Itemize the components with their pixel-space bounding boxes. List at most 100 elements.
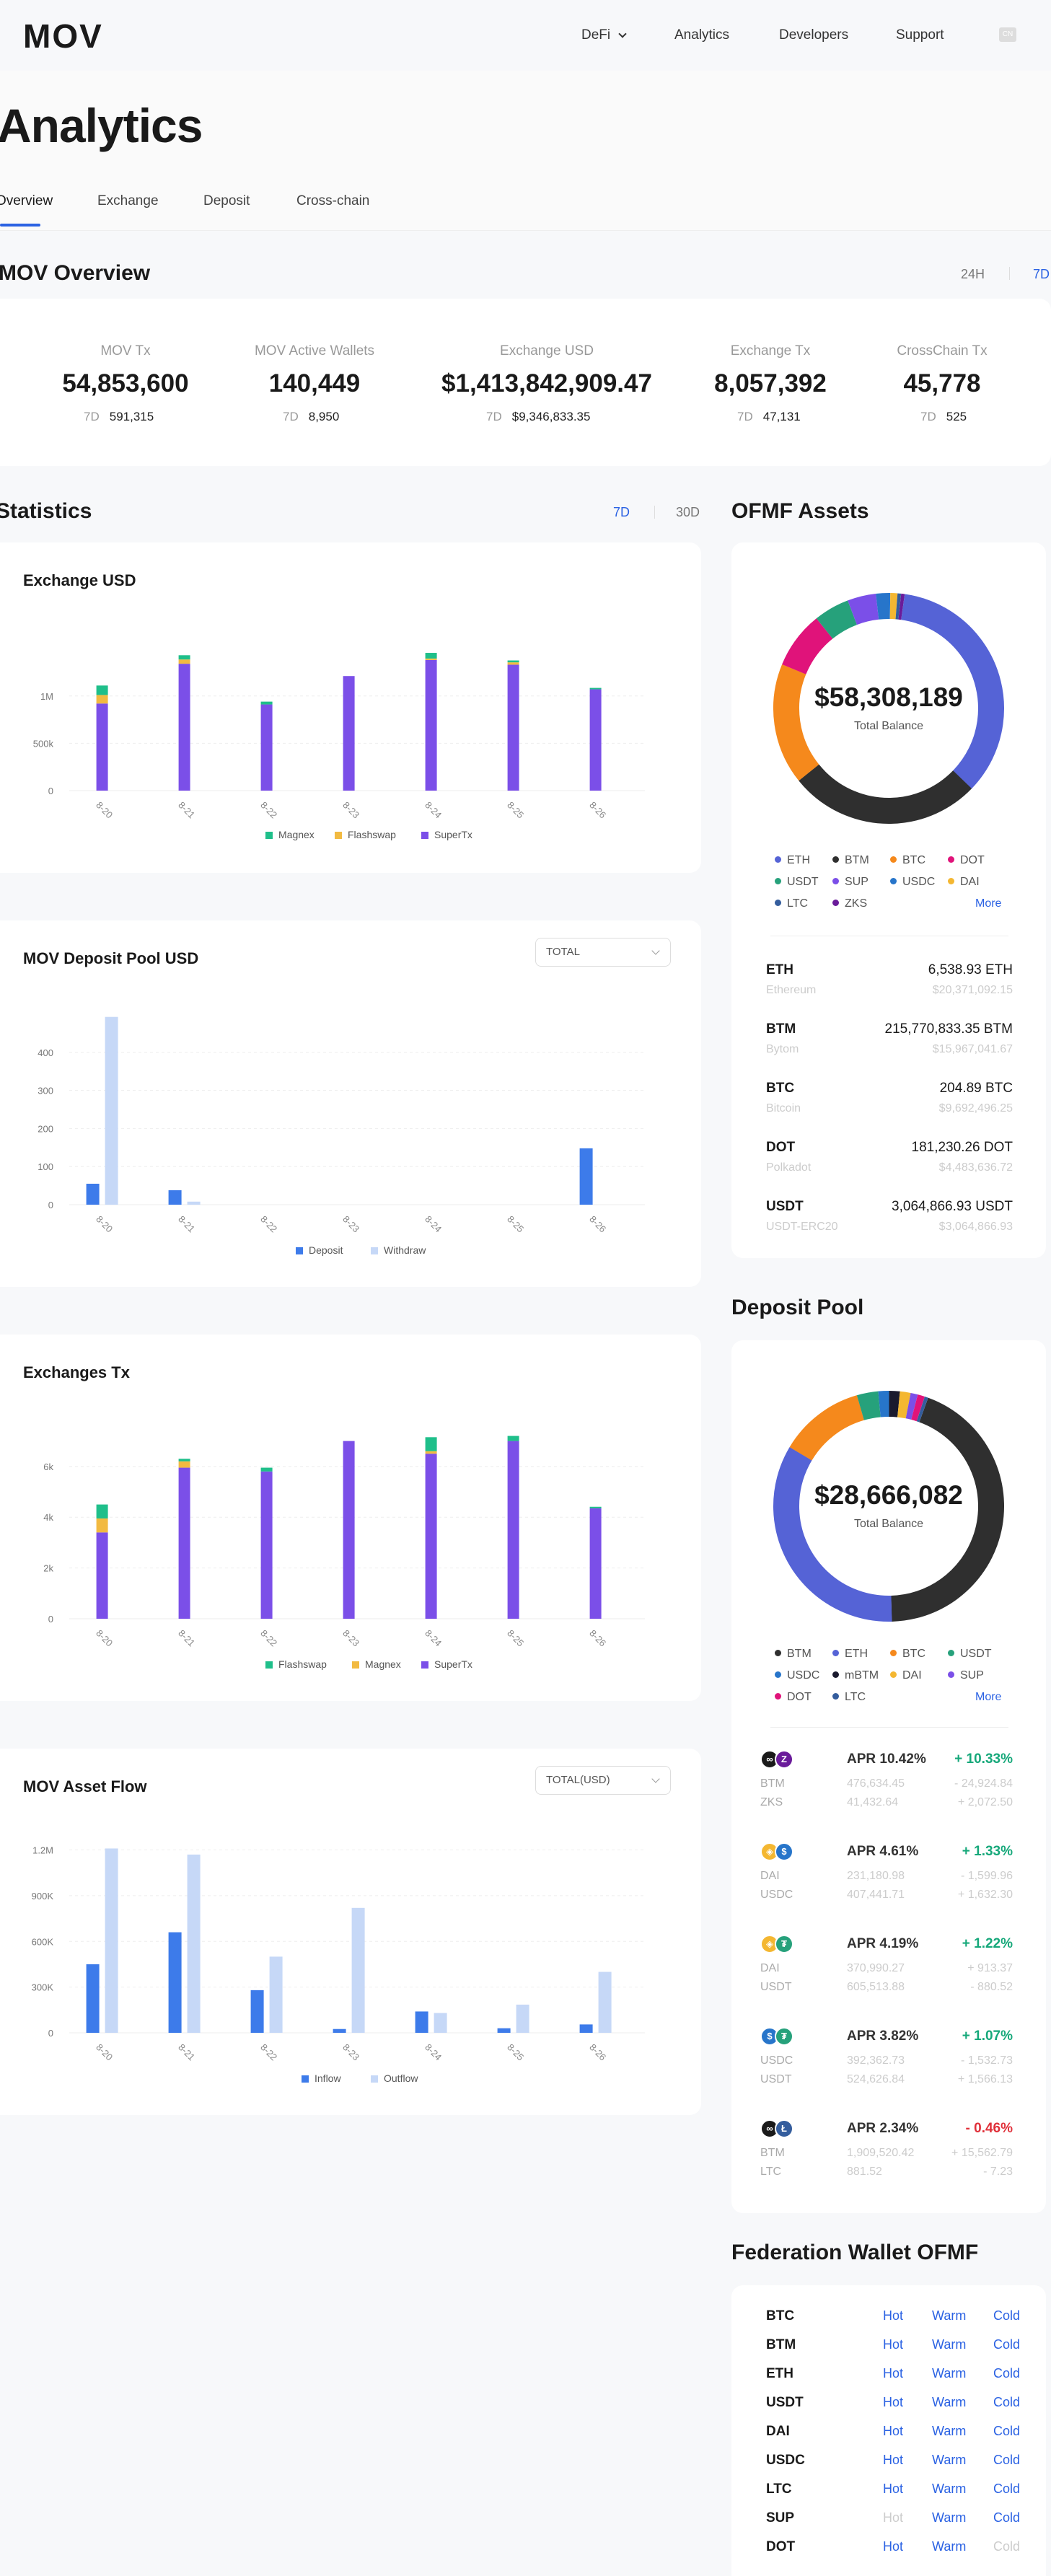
- bar-magnex[interactable]: [96, 685, 108, 695]
- bar-outflow[interactable]: [598, 1971, 612, 2033]
- bar-supertx[interactable]: [343, 676, 355, 791]
- pool-select[interactable]: TOTAL: [535, 938, 671, 967]
- cold-wallet-link[interactable]: Cold: [993, 2366, 1021, 2381]
- bar-supertx[interactable]: [507, 1441, 519, 1619]
- hot-wallet-link[interactable]: Hot: [883, 2453, 904, 2467]
- warm-wallet-link[interactable]: Warm: [932, 2510, 967, 2525]
- bar-magnex[interactable]: [425, 653, 437, 659]
- range-30d[interactable]: 30D: [676, 505, 700, 519]
- bar-inflow[interactable]: [497, 2028, 511, 2033]
- bar-withdraw[interactable]: [187, 1201, 201, 1205]
- bar-outflow[interactable]: [105, 1848, 118, 2033]
- bar-magnex[interactable]: [425, 1451, 437, 1454]
- bar-outflow[interactable]: [434, 2013, 447, 2033]
- bar-supertx[interactable]: [260, 704, 273, 791]
- bar-supertx[interactable]: [178, 664, 190, 791]
- more-link[interactable]: More: [975, 897, 1002, 910]
- bar-flashswap[interactable]: [178, 1459, 190, 1461]
- warm-wallet-link[interactable]: Warm: [932, 2424, 967, 2438]
- range-24h[interactable]: 24H: [961, 267, 985, 281]
- warm-wallet-link[interactable]: Warm: [932, 2337, 967, 2352]
- warm-wallet-link[interactable]: Warm: [932, 2308, 967, 2323]
- bar-magnex[interactable]: [507, 660, 519, 663]
- bar-outflow[interactable]: [187, 1854, 201, 2033]
- tab-exchange[interactable]: Exchange: [97, 193, 159, 208]
- bar-inflow[interactable]: [168, 1932, 182, 2033]
- cold-wallet-link[interactable]: Cold: [993, 2395, 1021, 2409]
- hot-wallet-link[interactable]: Hot: [883, 2482, 904, 2496]
- nav-analytics[interactable]: Analytics: [674, 27, 730, 43]
- bar-deposit[interactable]: [86, 1183, 100, 1205]
- cold-wallet-link[interactable]: Cold: [993, 2453, 1021, 2467]
- hot-wallet-link[interactable]: Hot: [883, 2337, 904, 2352]
- range-7d[interactable]: 7D: [1033, 267, 1050, 281]
- hot-wallet-link[interactable]: Hot: [883, 2366, 904, 2381]
- warm-wallet-link[interactable]: Warm: [932, 2453, 967, 2467]
- nav-developers[interactable]: Developers: [779, 27, 849, 43]
- bar-inflow[interactable]: [333, 2028, 346, 2033]
- mov-logo[interactable]: MOV: [23, 19, 115, 53]
- bar-withdraw[interactable]: [105, 1016, 118, 1205]
- bar-supertx[interactable]: [425, 1454, 437, 1619]
- bar-supertx[interactable]: [589, 689, 602, 791]
- bar-magnex[interactable]: [260, 701, 273, 705]
- bar-supertx[interactable]: [589, 1508, 602, 1619]
- bar-flashswap[interactable]: [589, 1506, 602, 1508]
- bar-magnex[interactable]: [589, 687, 602, 690]
- bar-supertx[interactable]: [343, 1441, 355, 1619]
- bar-outflow[interactable]: [351, 1907, 365, 2033]
- hot-wallet-link[interactable]: Hot: [883, 2539, 904, 2554]
- cold-wallet-link[interactable]: Cold: [993, 2424, 1021, 2438]
- cold-wallet-link[interactable]: Cold: [993, 2482, 1021, 2496]
- bar-supertx[interactable]: [96, 1532, 108, 1619]
- warm-wallet-link[interactable]: Warm: [932, 2539, 967, 2554]
- bar-deposit[interactable]: [168, 1190, 182, 1205]
- bar-flashswap[interactable]: [96, 695, 108, 704]
- warm-wallet-link[interactable]: Warm: [932, 2366, 967, 2381]
- slice-btm[interactable]: [766, 1384, 1011, 1629]
- slice-btm[interactable]: [766, 586, 1011, 831]
- slice-eth[interactable]: [773, 593, 1005, 825]
- bar-inflow[interactable]: [250, 1990, 264, 2033]
- bar-supertx[interactable]: [260, 1471, 273, 1619]
- bar-flashswap[interactable]: [178, 659, 190, 664]
- bar-magnex[interactable]: [96, 1518, 108, 1533]
- slice-dot[interactable]: [766, 586, 1011, 831]
- warm-wallet-link[interactable]: Warm: [932, 2482, 967, 2496]
- bar-supertx[interactable]: [178, 1467, 190, 1619]
- tab-overview[interactable]: Overview: [0, 193, 53, 208]
- bar-inflow[interactable]: [415, 2011, 428, 2033]
- bar-inflow[interactable]: [86, 1964, 100, 2033]
- cold-wallet-link[interactable]: Cold: [993, 2308, 1021, 2323]
- bar-supertx[interactable]: [96, 703, 108, 791]
- bar-deposit[interactable]: [579, 1148, 593, 1205]
- bar-outflow[interactable]: [516, 2004, 529, 2033]
- bar-outflow[interactable]: [269, 1956, 283, 2033]
- more-link[interactable]: More: [975, 1691, 1002, 1703]
- hot-wallet-link[interactable]: Hot: [883, 2395, 904, 2409]
- cold-wallet-link[interactable]: Cold: [993, 2510, 1021, 2525]
- hot-wallet-link[interactable]: Hot: [883, 2424, 904, 2438]
- slice-mbtm[interactable]: [773, 1391, 1004, 1622]
- bar-magnex[interactable]: [178, 1461, 190, 1468]
- bar-flashswap[interactable]: [260, 1467, 273, 1472]
- bar-flashswap[interactable]: [425, 658, 437, 660]
- bar-flashswap[interactable]: [507, 1436, 519, 1441]
- slice-sup[interactable]: [766, 586, 1011, 831]
- tab-cross-chain[interactable]: Cross-chain: [296, 193, 370, 208]
- language-icon[interactable]: CN: [999, 27, 1016, 42]
- slice-usdt[interactable]: [766, 1384, 1011, 1629]
- hot-wallet-link[interactable]: Hot: [883, 2308, 904, 2323]
- tab-deposit[interactable]: Deposit: [203, 193, 250, 208]
- cold-wallet-link[interactable]: Cold: [993, 2337, 1021, 2352]
- warm-wallet-link[interactable]: Warm: [932, 2395, 967, 2409]
- slice-dai[interactable]: [773, 1391, 1004, 1622]
- bar-inflow[interactable]: [579, 2024, 593, 2033]
- bar-flashswap[interactable]: [96, 1504, 108, 1518]
- slice-btc[interactable]: [766, 1384, 1011, 1629]
- range-7d[interactable]: 7D: [613, 505, 630, 519]
- bar-flashswap[interactable]: [507, 662, 519, 665]
- slice-zks[interactable]: [773, 593, 1004, 824]
- bar-flashswap[interactable]: [425, 1437, 437, 1451]
- asset-flow-select[interactable]: TOTAL(USD): [535, 1766, 671, 1795]
